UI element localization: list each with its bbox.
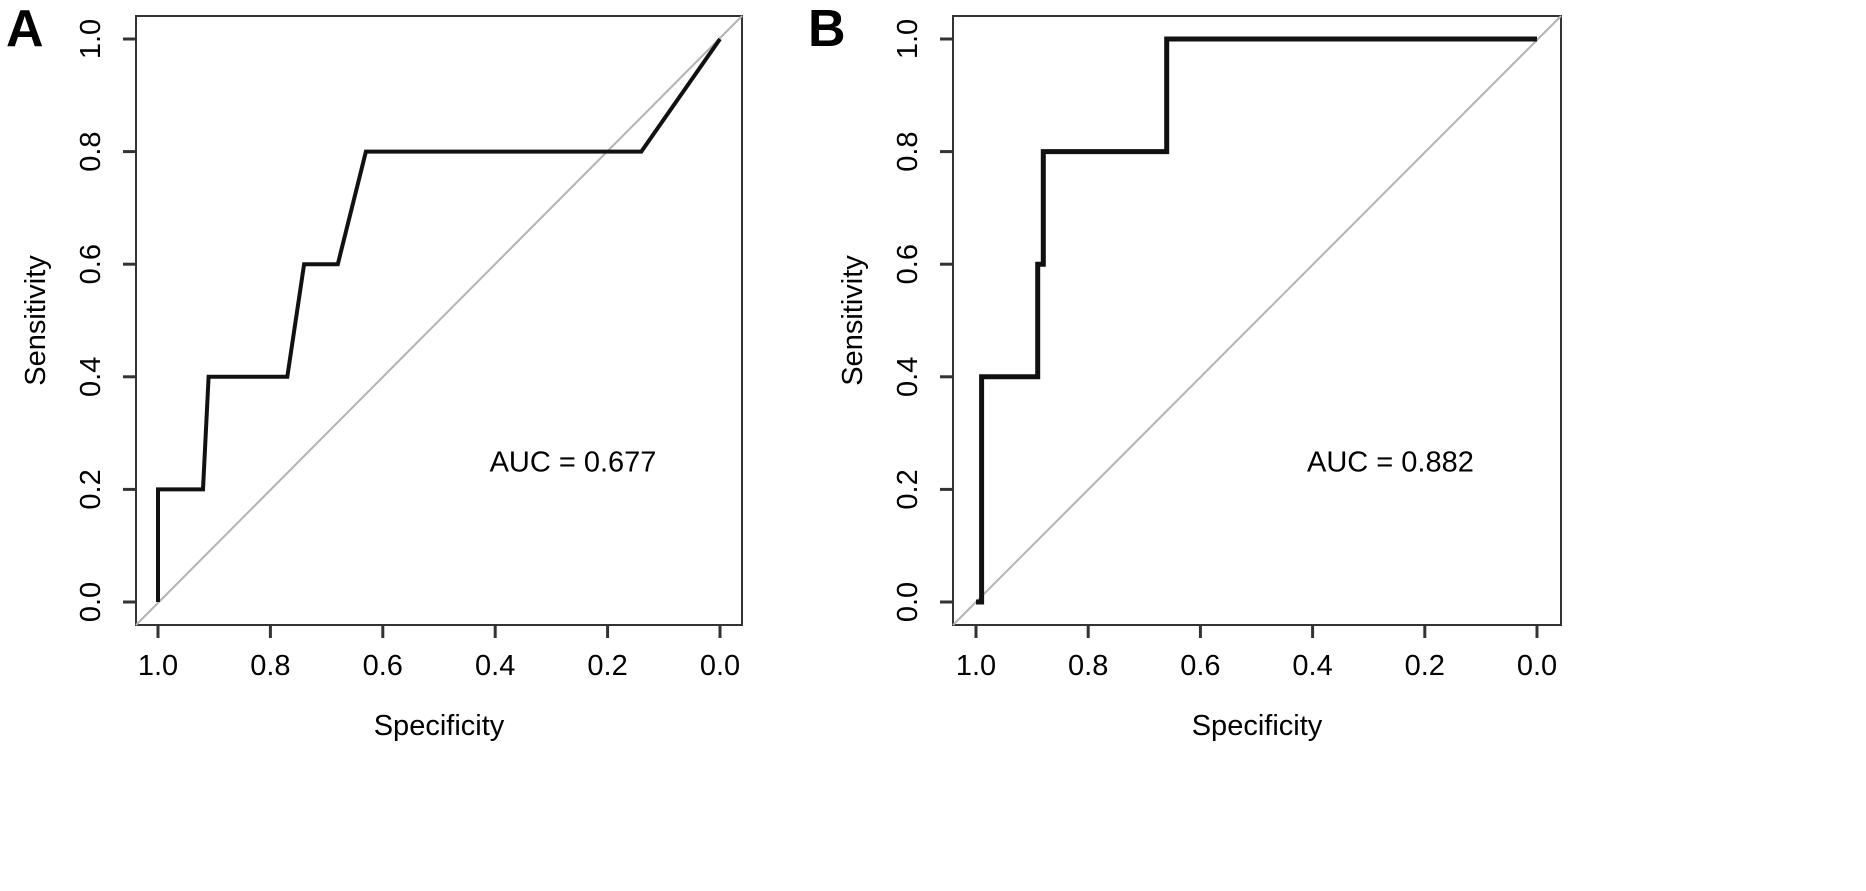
x-tick-label: 0.8 xyxy=(1068,650,1108,682)
x-axis-title: Specificity xyxy=(1192,710,1323,742)
plot-frame xyxy=(135,15,743,626)
x-tick-label: 0.2 xyxy=(1405,650,1445,682)
x-tick-label: 0.0 xyxy=(700,650,740,682)
x-tick-label: 1.0 xyxy=(138,650,178,682)
reference-diagonal xyxy=(952,15,1562,626)
panel-label: B xyxy=(808,0,846,58)
y-tick-label: 0.0 xyxy=(892,582,924,622)
y-tick-label: 0.4 xyxy=(892,357,924,397)
x-tick-label: 0.0 xyxy=(1517,650,1557,682)
panel-b: B 1.0 0.8 0.6 0.4 0.2 0.0 0.0 0.2 0.4 0.6 0.8 1.0 Spe… xyxy=(808,0,1562,742)
y-tick-label: 0.8 xyxy=(892,131,924,171)
y-tick-label: 0.8 xyxy=(75,131,107,171)
y-axis-title: Sensitivity xyxy=(837,255,869,386)
roc-curve-series-0 xyxy=(976,36,1537,605)
x-axis-title: Specificity xyxy=(374,710,505,742)
y-tick-label: 0.6 xyxy=(75,244,107,284)
y-tick-label: 0.4 xyxy=(75,357,107,397)
x-tick-label: 0.4 xyxy=(475,650,515,682)
y-tick-label: 0.0 xyxy=(75,582,107,622)
auc-annotation: AUC = 0.677 xyxy=(490,446,657,478)
x-tick-label: 0.6 xyxy=(1180,650,1220,682)
y-tick-label: 1.0 xyxy=(892,19,924,59)
y-tick-label: 0.6 xyxy=(892,244,924,284)
x-tick-label: 0.2 xyxy=(587,650,627,682)
auc-annotation: AUC = 0.882 xyxy=(1307,446,1474,478)
plot-frame xyxy=(952,15,1562,626)
x-tick-label: 0.6 xyxy=(363,650,403,682)
y-tick-label: 0.2 xyxy=(75,469,107,509)
y-tick-label: 0.2 xyxy=(892,469,924,509)
reference-diagonal xyxy=(135,15,743,626)
y-axis-title: Sensitivity xyxy=(20,255,52,386)
roc-curve-series-0 xyxy=(156,37,722,602)
x-tick-label: 0.4 xyxy=(1292,650,1332,682)
x-tick-label: 1.0 xyxy=(956,650,996,682)
panel-label: A xyxy=(6,0,44,58)
y-tick-label: 1.0 xyxy=(75,19,107,59)
x-tick-label: 0.8 xyxy=(250,650,290,682)
panel-a: A 1.0 0.8 0.6 0.4 0.2 0.0 0.0 0.2 0.4 0.6 0.8 1.0 Spe… xyxy=(6,0,743,742)
